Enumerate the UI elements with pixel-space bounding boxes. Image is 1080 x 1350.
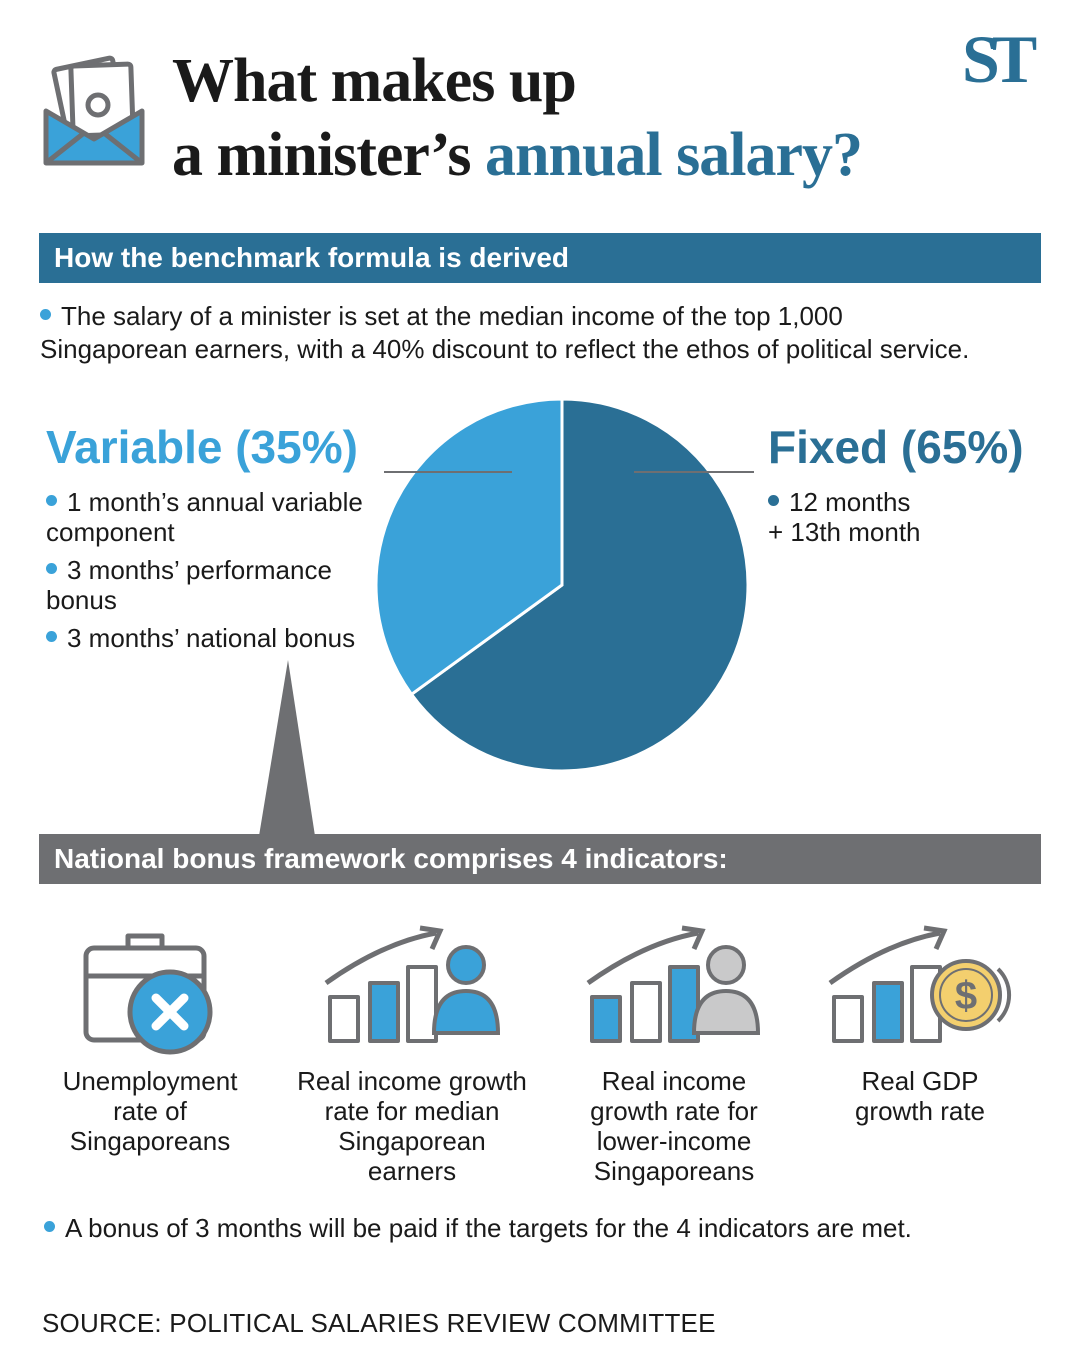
variable-list: 1 month’s annual variable component 3 mon… bbox=[46, 487, 386, 661]
variable-item: 3 months’ national bonus bbox=[46, 623, 386, 653]
title-line-1: What makes up bbox=[172, 47, 577, 115]
fixed-title: Fixed (65%) bbox=[768, 421, 1024, 473]
page-title: What makes up a minister’s annual salary… bbox=[172, 44, 863, 192]
caption-line: Singaporeans bbox=[69, 1126, 231, 1156]
variable-item-line: 3 months’ performance bbox=[67, 555, 332, 585]
title-line-2: a minister’s annual salary? bbox=[172, 118, 863, 192]
pointer-triangle bbox=[259, 660, 315, 836]
title-prefix: a minister’s bbox=[172, 121, 471, 189]
indicator-caption: Real income growth rate for lower-income… bbox=[554, 1066, 794, 1186]
bullet-dot-icon bbox=[46, 630, 57, 642]
intro-line-1: The salary of a minister is set at the m… bbox=[61, 301, 843, 331]
caption-line: Unemployment bbox=[62, 1066, 238, 1096]
indicator-caption: Real GDP growth rate bbox=[810, 1066, 1030, 1126]
variable-item: 1 month’s annual variable component bbox=[46, 487, 386, 547]
variable-item-line: component bbox=[46, 517, 175, 547]
growth-chart-person-blue-icon bbox=[324, 925, 501, 1043]
variable-item-line: 1 month’s annual variable bbox=[67, 487, 363, 517]
intro-line-2: Singaporean earners, with a 40% discount… bbox=[40, 334, 970, 364]
caption-line: rate of bbox=[113, 1096, 187, 1126]
indicator-caption: Real income growth rate for median Singa… bbox=[282, 1066, 542, 1186]
intro-text: The salary of a minister is set at the m… bbox=[40, 300, 1050, 366]
caption-line: Singaporean bbox=[338, 1126, 486, 1156]
fixed-list: 12 months + 13th month bbox=[768, 487, 1048, 547]
pie-slice-fixed bbox=[409, 397, 750, 773]
source-note: SOURCE: POLITICAL SALARIES REVIEW COMMIT… bbox=[42, 1308, 716, 1338]
salary-pie-chart bbox=[374, 397, 750, 773]
bullet-dot-icon bbox=[46, 494, 57, 506]
caption-line: growth rate for bbox=[590, 1096, 758, 1126]
st-logo: ST bbox=[962, 21, 1037, 97]
growth-chart-person-grey-icon bbox=[586, 925, 761, 1043]
bullet-dot-icon bbox=[768, 494, 779, 506]
caption-line: growth rate bbox=[854, 1096, 986, 1126]
caption-line: earners bbox=[367, 1156, 457, 1186]
svg-text:$: $ bbox=[955, 974, 977, 1018]
benchmark-heading: How the benchmark formula is derived bbox=[39, 233, 1041, 283]
bullet-dot-icon bbox=[46, 562, 57, 574]
title-accent: annual salary? bbox=[484, 121, 863, 189]
variable-item: 3 months’ performance bonus bbox=[46, 555, 386, 615]
pie-leader-lines bbox=[384, 471, 754, 473]
bonus-note: A bonus of 3 months will be paid if the … bbox=[44, 1212, 1054, 1245]
indicator-caption: Unemployment rate of Singaporeans bbox=[30, 1066, 270, 1156]
briefcase-cross-icon bbox=[83, 933, 213, 1055]
salary-envelope-icon bbox=[43, 55, 145, 166]
bullet-dot-icon bbox=[40, 308, 51, 320]
national-bonus-heading: National bonus framework comprises 4 ind… bbox=[39, 834, 1041, 884]
caption-line: lower-income bbox=[596, 1126, 752, 1156]
variable-item-line: 3 months’ national bonus bbox=[67, 623, 356, 653]
caption-line: rate for median bbox=[324, 1096, 500, 1126]
caption-line: Real income growth bbox=[297, 1066, 527, 1096]
caption-line: Real GDP bbox=[861, 1066, 979, 1096]
caption-line: Singaporeans bbox=[593, 1156, 755, 1186]
variable-item-line: bonus bbox=[46, 585, 117, 615]
fixed-line-2: + 13th month bbox=[768, 517, 921, 547]
fixed-line-1: 12 months bbox=[789, 487, 911, 517]
variable-title: Variable (35%) bbox=[46, 421, 358, 473]
bullet-dot-icon bbox=[44, 1220, 55, 1232]
caption-line: Real income bbox=[601, 1066, 747, 1096]
growth-chart-dollar-icon: $ bbox=[828, 925, 1012, 1043]
bonus-note-text: A bonus of 3 months will be paid if the … bbox=[65, 1213, 912, 1243]
